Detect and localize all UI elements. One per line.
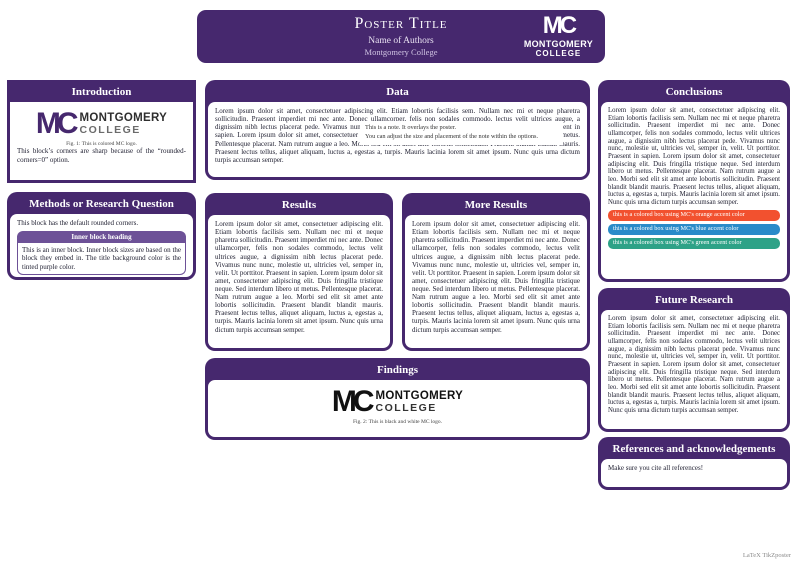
mc-logo-white: MC MONTGOMERY COLLEGE <box>524 14 593 58</box>
conclusions-text: Lorem ipsum dolor sit amet, consectetuer… <box>608 107 780 207</box>
block-data: Data Lorem ipsum dolor sit amet, consect… <box>205 80 590 180</box>
block-title: Findings <box>377 364 418 376</box>
overlay-note: This is a note. It overlays the poster. … <box>360 121 563 145</box>
block-title: Future Research <box>654 294 734 306</box>
block-title: Methods or Research Question <box>29 198 174 210</box>
block-results: Results Lorem ipsum dolor sit amet, cons… <box>205 193 393 351</box>
accent-bar-blue: this is a colored box using MC's blue ac… <box>608 224 780 235</box>
block-body: Lorem ipsum dolor sit amet, consectetuer… <box>405 215 587 348</box>
mc-wordmark-line2: COLLEGE <box>535 49 582 58</box>
block-body: Lorem ipsum dolor sit amet, consectetuer… <box>208 215 390 348</box>
mc-wordmark: MONTGOMERY COLLEGE <box>375 389 464 415</box>
block-body: Lorem ipsum dolor sit amet, consectetuer… <box>601 310 787 429</box>
block-title: More Results <box>464 199 528 211</box>
inner-block-body: This is an inner block. Inner block size… <box>17 243 186 275</box>
header-text: Poster Title Name of Authors Montgomery … <box>197 15 605 57</box>
block-references: References and acknowledgements Make sur… <box>598 437 790 490</box>
mc-monogram-icon: MC <box>35 107 79 141</box>
mc-wordmark-line2: COLLEGE <box>79 124 141 137</box>
inner-block: Inner block heading This is an inner blo… <box>17 231 186 275</box>
poster-affiliation: Montgomery College <box>364 47 438 57</box>
inner-block-title: Inner block heading <box>17 231 186 244</box>
block-body: MC MONTGOMERY COLLEGE Fig. 2: This is bl… <box>208 380 587 437</box>
block-body: Lorem ipsum dolor sit amet, consectetuer… <box>601 102 787 279</box>
mc-wordmark: MONTGOMERY COLLEGE <box>79 111 168 137</box>
more-results-text: Lorem ipsum dolor sit amet, consectetuer… <box>412 220 580 334</box>
figure-caption: Fig. 1: This is colored MC logo. <box>66 141 137 148</box>
results-text: Lorem ipsum dolor sit amet, consectetuer… <box>215 220 383 334</box>
mc-logo-black: MC MONTGOMERY COLLEGE <box>215 387 580 417</box>
mc-monogram-icon: MC <box>542 12 577 39</box>
methods-text: This block has the default rounded corne… <box>17 219 139 228</box>
note-line2: You can adjust the size and placement of… <box>365 132 539 140</box>
mc-logo-purple: MC MONTGOMERY COLLEGE <box>17 109 186 139</box>
poster-authors: Name of Authors <box>368 36 434 46</box>
accent-bar-orange: this is a colored box using MC's orange … <box>608 210 780 221</box>
block-title: Introduction <box>71 86 132 98</box>
mc-wordmark-line1: MONTGOMERY <box>375 389 464 402</box>
accent-bar-green: this is a colored box using MC's green a… <box>608 238 780 249</box>
block-body: MC MONTGOMERY COLLEGE Fig. 1: This is co… <box>10 102 193 180</box>
block-future-research: Future Research Lorem ipsum dolor sit am… <box>598 288 790 432</box>
mc-wordmark-line1: MONTGOMERY <box>523 39 593 49</box>
note-line1: This is a note. It overlays the poster. <box>365 124 457 132</box>
block-introduction: Introduction MC MONTGOMERY COLLEGE Fig. … <box>7 80 196 183</box>
block-conclusions: Conclusions Lorem ipsum dolor sit amet, … <box>598 80 790 282</box>
block-title: Data <box>386 86 409 98</box>
block-title: References and acknowledgements <box>612 443 776 455</box>
mc-monogram-icon: MC <box>331 385 375 419</box>
block-body: Lorem ipsum dolor sit amet, consectetuer… <box>208 102 587 177</box>
block-title: Conclusions <box>665 86 723 98</box>
mc-wordmark-line1: MONTGOMERY <box>79 111 168 124</box>
poster-header: Poster Title Name of Authors Montgomery … <box>197 10 605 63</box>
block-body: Make sure you cite all references! <box>601 459 787 487</box>
introduction-text: This block’s corners are sharp because o… <box>17 147 186 164</box>
block-methods: Methods or Research Question This block … <box>7 192 196 280</box>
poster-title: Poster Title <box>354 15 448 32</box>
figure-caption: Fig. 2: This is black and white MC logo. <box>352 419 443 426</box>
block-more-results: More Results Lorem ipsum dolor sit amet,… <box>402 193 590 351</box>
block-body: This block has the default rounded corne… <box>10 214 193 277</box>
block-title: Results <box>281 199 317 211</box>
references-text: Make sure you cite all references! <box>608 464 704 473</box>
tikzposter-watermark: LaTeX TikZposter <box>742 552 791 559</box>
future-research-text: Lorem ipsum dolor sit amet, consectetuer… <box>608 315 780 415</box>
mc-wordmark-line2: COLLEGE <box>375 402 437 415</box>
block-findings: Findings MC MONTGOMERY COLLEGE Fig. 2: T… <box>205 358 590 440</box>
